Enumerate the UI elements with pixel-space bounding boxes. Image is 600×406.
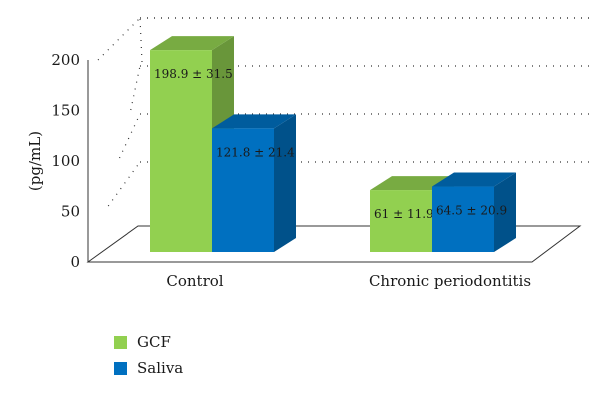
bars: 198.9 ± 31.5 121.8 ± 21.4 61 ± 11.9 64.5 ± … [150,36,516,252]
legend-label: GCF [137,333,171,351]
y-tick-label: 150 [51,102,80,120]
gridline-depth [130,65,141,111]
bar [150,50,212,252]
y-axis-ticks: 0 50 100 150 200 [51,51,80,271]
legend: GCF Saliva [114,333,183,377]
y-tick-label: 200 [51,51,80,69]
bar-top [150,36,234,51]
y-tick-label: 50 [61,203,80,221]
y-tick-label: 100 [51,152,80,170]
gridline-depth [139,17,143,63]
data-label: 198.9 ± 31.5 [154,67,233,81]
bar-top [432,172,516,187]
y-tick-label: 0 [70,253,80,271]
data-label: 64.5 ± 20.9 [436,204,507,218]
gridline-depth [118,113,141,159]
x-axis-categories: Control Chronic periodontitis [166,272,531,290]
bar-side [494,172,516,252]
legend-swatch [114,362,127,375]
gridline-depth [107,161,141,207]
bar [432,186,494,252]
bar [212,128,274,252]
y-axis-title: (pg/mL) [26,131,44,191]
gridline-depth [97,17,141,61]
legend-label: Saliva [137,359,183,377]
gridlines [97,17,590,207]
bar-top [212,114,296,129]
floor-plane [86,225,582,263]
bar [370,190,432,252]
x-category-label: Control [166,272,223,290]
plot-frame [86,60,582,263]
legend-swatch [114,336,127,349]
x-category-label: Chronic periodontitis [369,272,531,290]
bar-side [274,114,296,252]
data-label: 61 ± 11.9 [374,207,434,221]
data-label: 121.8 ± 21.4 [216,145,295,159]
